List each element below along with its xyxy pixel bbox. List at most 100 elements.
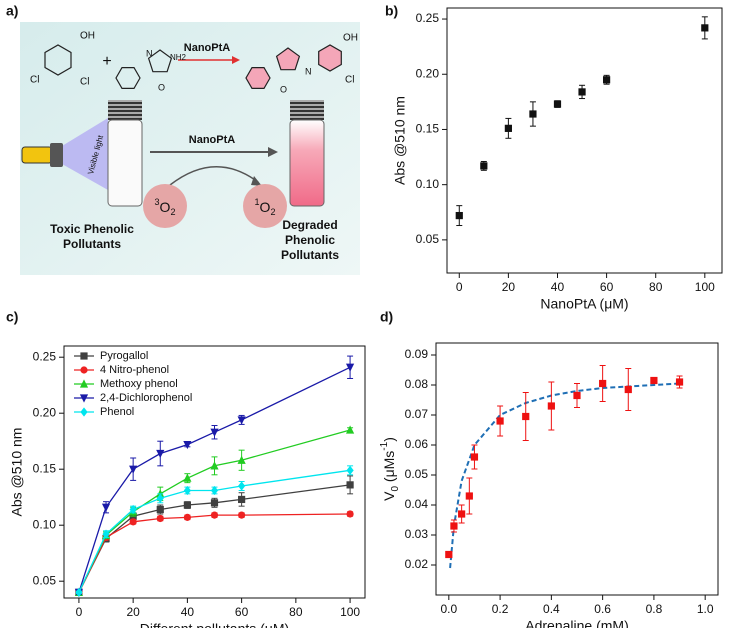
plot-frame: [446, 7, 723, 274]
plus: +: [102, 53, 111, 70]
molecule-ring: [245, 66, 271, 90]
x-tick-label: 60: [235, 605, 249, 619]
marker: [210, 511, 219, 519]
y-axis-label: Abs @510 nm: [9, 428, 25, 517]
marker: [156, 514, 164, 523]
x-tick-label: 0.0: [440, 602, 457, 616]
y-tick-label: 0.07: [405, 407, 429, 421]
marker: [238, 511, 246, 519]
x-tick-label: 0.6: [594, 602, 611, 616]
marker: [183, 513, 191, 521]
molecule-ring: [275, 47, 301, 71]
y-tick-label: 0.25: [416, 11, 440, 25]
x-tick-label: 40: [181, 605, 195, 619]
marker: [578, 88, 586, 96]
vial: [107, 119, 143, 207]
y-tick-label: 0.20: [33, 405, 57, 419]
scheme-caption: Toxic Phenolic: [50, 222, 134, 236]
molecule-ring: [44, 44, 72, 76]
y-tick-label: 0.03: [405, 527, 429, 541]
x-tick-label: 0: [456, 280, 463, 294]
marker: [529, 110, 537, 118]
y-axis-label-part: -1: [379, 441, 390, 450]
atom-label: OH: [343, 33, 358, 44]
marker: [210, 461, 219, 470]
marker: [553, 100, 562, 108]
marker: [345, 363, 355, 372]
marker: [75, 587, 83, 597]
flashlight: [21, 146, 53, 164]
y-tick-label: 0.06: [405, 437, 429, 451]
marker: [346, 481, 354, 489]
legend-marker: [80, 352, 88, 360]
arrow-head: [268, 147, 278, 157]
scheme-caption: Degraded: [282, 218, 337, 232]
y-axis-label-part: V: [381, 491, 397, 501]
series-line: [78, 429, 351, 593]
x-axis-label: NanoPtA (μM): [540, 296, 628, 312]
y-tick-label: 0.04: [405, 497, 429, 511]
x-tick-label: 1.0: [697, 602, 714, 616]
legend-marker: [79, 394, 89, 403]
scheme-caption: Pollutants: [63, 237, 121, 251]
x-tick-label: 80: [289, 605, 303, 619]
marker: [345, 425, 355, 434]
marker: [129, 518, 137, 526]
x-tick-label: 0.4: [543, 602, 560, 616]
x-tick-label: 100: [695, 280, 715, 294]
atom-label: N: [146, 48, 153, 58]
y-tick-label: 0.20: [416, 66, 440, 80]
vial: [289, 119, 325, 207]
marker: [602, 76, 611, 84]
series-line: [78, 469, 351, 593]
atom-label: Cl: [80, 77, 89, 88]
catalyst: NanoPtA: [184, 42, 231, 54]
marker: [238, 495, 246, 504]
flashlight-head: [50, 143, 63, 167]
marker: [210, 428, 219, 437]
legend-marker: [79, 379, 89, 388]
marker: [675, 378, 684, 386]
marker: [496, 417, 504, 425]
marker: [701, 24, 709, 32]
x-axis-label: Adrenaline (mM): [525, 618, 628, 628]
triplet-oxygen: 3O2: [155, 197, 176, 217]
marker: [156, 493, 164, 503]
marker: [465, 492, 473, 500]
marker: [237, 455, 246, 464]
scheme-caption: Pollutants: [281, 248, 339, 262]
y-tick-label: 0.10: [33, 517, 57, 531]
y-tick-label: 0.15: [33, 461, 57, 475]
legend-label: Methoxy phenol: [100, 378, 178, 390]
x-tick-label: 60: [600, 280, 614, 294]
light-beam: [62, 118, 108, 190]
scheme-caption: Phenolic: [285, 233, 335, 247]
marker: [101, 503, 111, 512]
legend-label: Phenol: [100, 406, 134, 418]
marker: [346, 510, 354, 518]
y-axis-label-part: 0: [390, 486, 401, 492]
arrow-head: [251, 176, 262, 186]
marker: [156, 505, 164, 514]
x-tick-label: 20: [502, 280, 516, 294]
conversion-arrow: [169, 166, 259, 186]
y-axis-label: V0 (μMs-1): [379, 437, 401, 501]
molecule-ring: [147, 49, 173, 73]
molecule-ring: [318, 44, 342, 72]
x-tick-label: 0: [76, 605, 83, 619]
y-tick-label: 0.15: [416, 122, 440, 136]
y-tick-label: 0.05: [416, 232, 440, 246]
atom-label: NH2: [170, 53, 187, 62]
y-axis-label-part: ): [381, 437, 397, 442]
catalyst: NanoPtA: [189, 134, 236, 146]
marker: [183, 473, 192, 482]
legend-marker: [80, 407, 88, 417]
atom-label: O: [280, 84, 287, 94]
marker: [573, 391, 581, 400]
y-tick-label: 0.05: [33, 573, 57, 587]
oxygen-circle: [243, 184, 287, 228]
marker: [183, 485, 191, 496]
panel-label: b): [385, 3, 398, 19]
marker: [102, 529, 110, 539]
